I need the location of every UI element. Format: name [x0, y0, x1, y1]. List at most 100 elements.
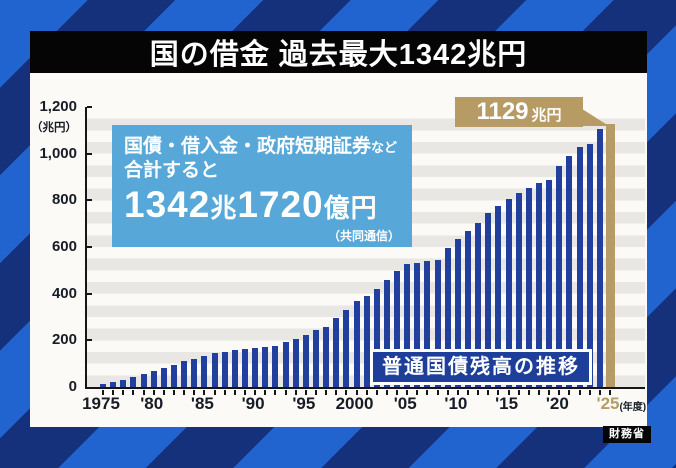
x-axis-label-10: '10 [444, 394, 468, 413]
x-axis-label-80: '80 [140, 394, 164, 413]
x-axis-label-25: '25 (年度) [596, 394, 647, 413]
bar-2010 [454, 238, 461, 387]
bar-2009 [444, 248, 451, 387]
bar-1987 [221, 351, 228, 387]
x-tick [588, 389, 591, 395]
annotation-line1-text: 国債・借入金・政府短期証券 [124, 136, 372, 157]
y-axis-label-400: 400 [51, 284, 77, 302]
bar-2021 [566, 155, 573, 387]
bar-1976 [110, 381, 117, 387]
x-tick [406, 389, 409, 395]
amount-hundred-millions: 1720 [237, 184, 324, 225]
debt-total-annotation: 国債・借入金・政府短期証券など 合計すると 1342兆1720億円 （共同通信） [112, 125, 412, 247]
y-axis-label-1000: 1,000 [39, 144, 77, 162]
page-title: 国の借金 過去最大1342兆円 [30, 31, 647, 73]
x-tick [152, 389, 155, 395]
x-tick [294, 389, 297, 395]
bar-2011 [465, 230, 472, 387]
x-tick [497, 389, 500, 395]
bar-2015 [505, 199, 512, 387]
x-tick [578, 389, 581, 395]
bar-1996 [312, 329, 319, 387]
x-axis-label-1975: 1975 [82, 394, 120, 413]
x-tick [183, 389, 186, 395]
bar-1979 [140, 373, 147, 387]
y-tick [87, 339, 92, 342]
y-axis-labels: 0 200 400 600 800 1,000 1,200 （兆円） [30, 98, 80, 395]
x-tick [456, 389, 459, 395]
x-tick [112, 389, 115, 395]
bar-2024 [596, 129, 603, 387]
bar-2012 [475, 222, 482, 387]
x-tick [264, 389, 267, 395]
bar-2008 [434, 259, 441, 387]
bar-2005 [404, 264, 411, 387]
bar-1980 [150, 370, 157, 387]
bar-1978 [130, 377, 137, 387]
x-tick [609, 389, 611, 395]
bar-1999 [343, 309, 350, 387]
x-tick [487, 389, 490, 395]
bar-1993 [282, 342, 289, 387]
bar-1988 [231, 350, 238, 387]
y-axis-label-200: 200 [51, 331, 77, 349]
x-axis-label-95: '95 [292, 394, 316, 413]
x-tick [507, 389, 510, 395]
bar-1986 [211, 353, 218, 387]
bar-2003 [383, 280, 390, 387]
x-axis-labels: 1975 '80 '85 '90 '95 2000 '05 '10 '15 '20 '25 (年度) [82, 394, 647, 416]
x-tick [325, 389, 328, 395]
x-tick [102, 389, 104, 395]
source-badge: 財務省 [603, 426, 651, 443]
bar-1977 [120, 379, 127, 387]
bar-2004 [394, 270, 401, 387]
annotation-line2: 合計すると [124, 160, 220, 181]
bar-1998 [333, 318, 340, 387]
x-tick [548, 389, 551, 395]
bar-1981 [160, 367, 167, 387]
bar-2022 [576, 147, 583, 387]
bar-2017 [525, 188, 532, 387]
x-tick [213, 389, 216, 395]
chart-card: 0 200 400 600 800 1,000 1,200 （兆円） 1975 '80 '85 '9… [30, 73, 647, 427]
annotation-amount: 1342兆1720億円 [124, 185, 400, 228]
peak-value-label: 1129 兆円 [455, 97, 583, 127]
bar-1982 [170, 364, 177, 387]
bar-2007 [424, 260, 431, 387]
y-axis-label-0: 0 [68, 378, 77, 395]
x-tick [467, 389, 470, 395]
x-tick [142, 389, 145, 395]
bar-1995 [302, 334, 309, 387]
x-tick [558, 389, 561, 395]
x-tick [436, 389, 439, 395]
x-tick [517, 389, 520, 395]
peak-value-unit: 兆円 [531, 106, 562, 124]
x-tick [365, 389, 368, 395]
x-tick [568, 389, 571, 395]
x-tick [203, 389, 206, 395]
annotation-line1: 国債・借入金・政府短期証券など [124, 135, 400, 159]
y-tick [87, 292, 92, 295]
x-axis-label-85: '85 [190, 394, 214, 413]
x-tick [233, 389, 236, 395]
bar-1990 [252, 348, 259, 387]
x-tick [446, 389, 449, 395]
bar-1989 [241, 349, 248, 387]
x-tick [527, 389, 530, 395]
bar-1983 [181, 361, 188, 387]
x-tick [538, 389, 541, 395]
x-tick [345, 389, 348, 395]
x-axis-label-20: '20 [545, 394, 569, 413]
x-axis-label-90: '90 [241, 394, 265, 413]
bar-1984 [191, 358, 198, 387]
x-tick [598, 389, 601, 395]
y-axis-label-800: 800 [51, 191, 77, 209]
bar-2023 [586, 143, 593, 387]
y-axis-label-1200: 1,200 [39, 98, 77, 115]
y-axis-unit-label: （兆円） [31, 122, 77, 134]
x-tick [477, 389, 480, 395]
y-tick [87, 246, 92, 248]
x-tick [193, 389, 196, 395]
x-tick [254, 389, 257, 395]
bar-2016 [515, 193, 522, 387]
